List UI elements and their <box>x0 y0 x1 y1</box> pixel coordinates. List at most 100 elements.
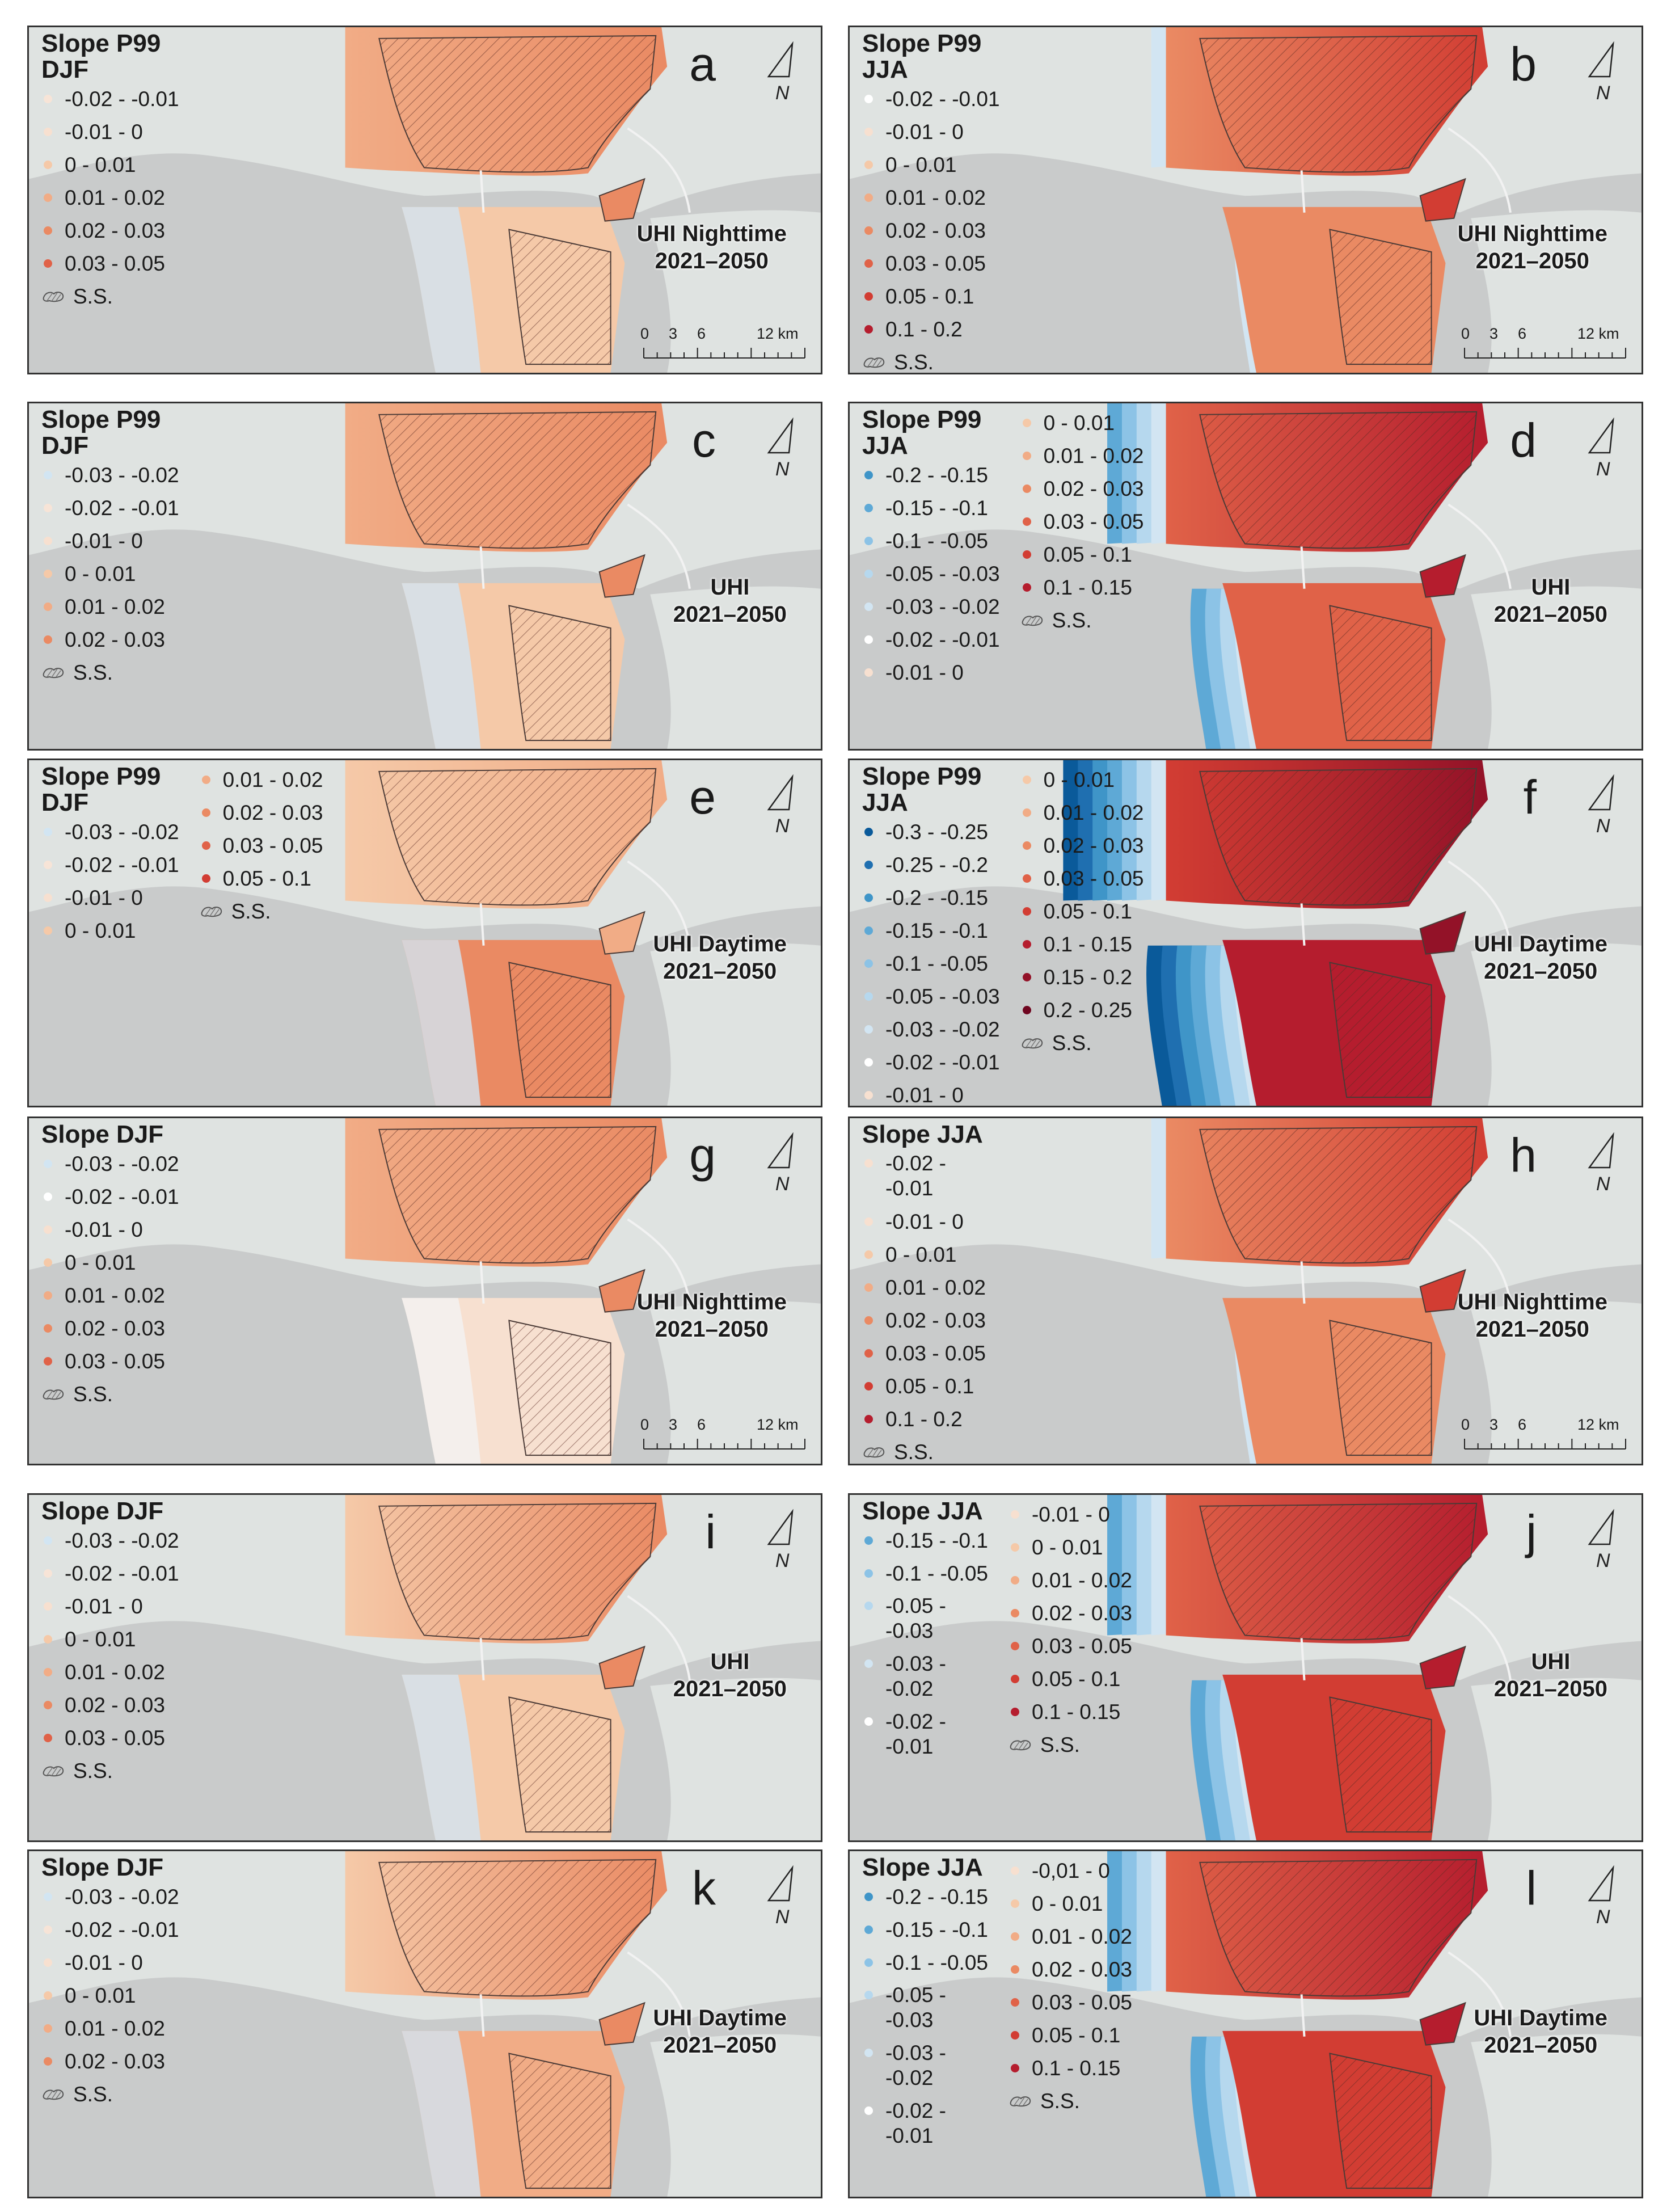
land-east <box>650 210 821 373</box>
legend-column: Slope P99 DJF -0.03 - -0.02 -0.02 - -0.01 -… <box>41 764 179 947</box>
uhi-period: 2021–2050 <box>1493 1676 1607 1701</box>
legend-swatch <box>864 1349 873 1358</box>
legend-item: -0.03 - -0.02 <box>862 1651 988 1701</box>
north-arrow-icon: N <box>767 418 794 480</box>
legend-swatch <box>864 1926 873 1934</box>
legend-swatch <box>864 1415 873 1423</box>
legend-swatch <box>44 259 52 268</box>
land-east <box>1471 586 1642 749</box>
land-east <box>650 586 821 749</box>
legend-column: Slope DJF -0.03 - -0.02 -0.02 - -0.01 -0.01… <box>41 1855 179 2111</box>
uhi-period: 2021–2050 <box>663 959 777 984</box>
legend-item: -0.03 - -0.02 <box>41 1881 179 1914</box>
legend-label: 0.02 - 0.03 <box>1031 1958 1132 1981</box>
legend-label: 0.1 - 0.15 <box>1031 1700 1121 1724</box>
north-label: N <box>775 458 790 480</box>
legend-swatch <box>44 2057 52 2066</box>
legend-item: 0.03 - 0.05 <box>41 1722 179 1755</box>
legend-title: Slope DJF <box>41 1120 164 1148</box>
legend-swatch <box>1022 841 1031 850</box>
legend-item: 0.1 - 0.15 <box>1008 2052 1132 2085</box>
legend-item: 0.02 - 0.03 <box>41 1689 179 1722</box>
ss-south-hatched <box>1329 229 1432 365</box>
legend-label: -0.01 - 0 <box>65 1218 143 1241</box>
legend-item-ss: S.S. <box>41 1755 179 1788</box>
bridge-line <box>1300 1261 1306 1304</box>
legend-item: -0.03 - -0.02 <box>41 816 179 849</box>
ss-label: S.S. <box>73 1383 113 1406</box>
legend-item: 0.01 - 0.02 <box>200 764 323 797</box>
hatch-swatch-icon <box>43 1389 64 1400</box>
legend-label: 0.1 - 0.2 <box>885 1408 963 1431</box>
north-label: N <box>775 1173 790 1195</box>
uhi-period: 2021–2050 <box>673 1676 787 1701</box>
legend-label: -0.15 - -0.1 <box>885 496 988 520</box>
legend-label: -0.02 - -0.01 <box>885 628 1000 651</box>
legend-label: -0.1 - -0.05 <box>885 952 988 975</box>
map-svg <box>850 1495 1642 1840</box>
legend-swatch <box>1010 1866 1019 1875</box>
ss-south-hatched <box>508 1320 611 1456</box>
legend-item: 0.02 - 0.03 <box>41 623 179 656</box>
panel-letter: d <box>1510 414 1537 467</box>
legend-item-ss: S.S. <box>41 1378 179 1411</box>
legend-columns: Slope JJA -0.02 - -0.01 -0.01 - 0 0 - 0.01 0… <box>862 1122 986 1464</box>
legend-label: 0.1 - 0.15 <box>1031 2057 1121 2080</box>
legend-label: 0.2 - 0.25 <box>1043 998 1132 1022</box>
legend-column: Slope DJF -0.03 - -0.02 -0.02 - -0.01 -0.01… <box>41 1122 179 1411</box>
legend-swatch <box>864 537 873 545</box>
map-svg <box>29 1495 821 1840</box>
legend-item: 0.03 - 0.05 <box>41 1345 179 1378</box>
scale-tick-label: 3 <box>669 325 678 342</box>
legend-swatch <box>44 1258 52 1267</box>
legend-item: 0.02 - 0.03 <box>41 1312 179 1345</box>
legend-item: -0.15 - -0.1 <box>862 1914 988 1946</box>
legend-swatch <box>1022 484 1031 493</box>
south-west-band <box>402 2030 481 2197</box>
legend-label: -0.02 - -0.01 <box>65 853 179 877</box>
legend-swatch <box>201 874 210 883</box>
north-arrow-icon: N <box>1588 774 1614 837</box>
map-svg <box>29 1851 821 2197</box>
legend-item: 0.01 - 0.02 <box>41 1279 179 1312</box>
road-line <box>627 860 691 946</box>
legend-item: -0.15 - -0.1 <box>862 1524 988 1557</box>
bridge-line <box>479 546 485 589</box>
legend-item-ss: S.S. <box>41 656 179 689</box>
bridge-line <box>479 1994 485 2037</box>
legend-swatch <box>44 1893 52 1901</box>
legend-label: -0.25 - -0.2 <box>885 853 988 877</box>
legend-item: 0 - 0.01 <box>1020 764 1144 797</box>
legend-item: 0.05 - 0.1 <box>1020 895 1144 928</box>
legend-swatch <box>44 161 52 169</box>
legend-label: -0.01 - 0 <box>65 886 143 909</box>
legend-item: -0.03 - -0.02 <box>41 1524 179 1557</box>
scale-bar-line <box>643 1439 805 1450</box>
scale-bar-line <box>1464 348 1626 359</box>
legend-label: -0.03 - -0.02 <box>885 1018 1000 1041</box>
legend-item: -0.03 - -0.02 <box>41 459 179 492</box>
legend-label: 0.02 - 0.03 <box>1043 477 1144 500</box>
uhi-title: UHI <box>710 575 750 600</box>
legend-label: 0.03 - 0.05 <box>65 1726 165 1750</box>
legend: Slope P99 DJF -0.02 - -0.01 -0.01 - 0 0 - 0… <box>41 31 179 313</box>
legend-label: 0.05 - 0.1 <box>885 1375 974 1398</box>
legend-swatch <box>1010 1510 1019 1519</box>
legend-item: 0.02 - 0.03 <box>862 214 1000 247</box>
legend-item-ss: S.S. <box>1008 2085 1132 2118</box>
legend-swatch <box>864 1250 873 1259</box>
scale-tick-label: 3 <box>669 1416 678 1433</box>
legend-item: 0.1 - 0.2 <box>862 1403 986 1436</box>
legend-swatch <box>864 926 873 935</box>
legend-label: 0.02 - 0.03 <box>885 219 986 242</box>
land-east <box>650 2034 821 2197</box>
ss-label: S.S. <box>73 1759 113 1783</box>
legend-swatch <box>44 894 52 902</box>
ss-east-islet <box>598 911 645 955</box>
legend-item: 0.03 - 0.05 <box>862 247 1000 280</box>
land-east <box>1471 210 1642 373</box>
scale-bar: 0 3 6 12 km <box>640 325 811 365</box>
uhi-label: UHI 2021–2050 <box>1494 1648 1607 1703</box>
legend-label: 0.01 - 0.02 <box>222 768 323 791</box>
uhi-label: UHI Nighttime 2021–2050 <box>1458 1288 1607 1343</box>
